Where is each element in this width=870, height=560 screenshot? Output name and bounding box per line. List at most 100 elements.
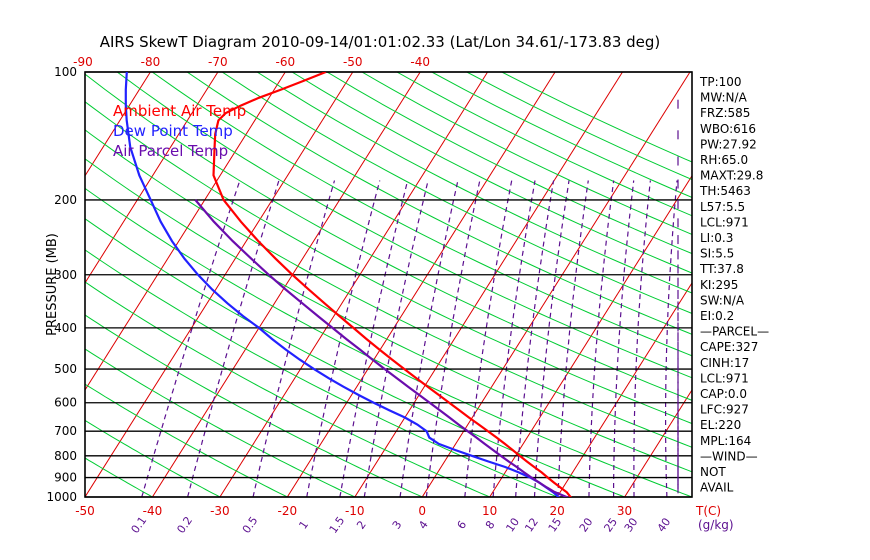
isotherm-line bbox=[85, 72, 219, 284]
bottom-temp-tick-label: 20 bbox=[549, 504, 564, 518]
stat-line-12: TT:37.8 bbox=[699, 262, 744, 276]
mixing-ratio-line bbox=[588, 180, 615, 497]
stat-line-22: EL:220 bbox=[700, 418, 741, 432]
mixing-ratio-tick-label: 8 bbox=[483, 518, 498, 531]
stat-line-7: TH:5463 bbox=[699, 184, 751, 198]
dry-adiabat-line bbox=[85, 457, 153, 497]
mixing-ratio-line bbox=[665, 180, 678, 497]
stat-line-10: LI:0.3 bbox=[700, 231, 733, 245]
isotherm-line bbox=[759, 72, 870, 497]
dry-adiabat-line bbox=[85, 218, 625, 497]
legend-item-2: Air Parcel Temp bbox=[113, 142, 228, 160]
mixing-ratio-line bbox=[613, 180, 635, 497]
stat-line-6: MAXT:29.8 bbox=[700, 169, 763, 183]
dry-adiabat-line bbox=[85, 419, 221, 497]
stat-line-1: MW:N/A bbox=[700, 91, 748, 105]
series-curve-dew-point-temp bbox=[124, 72, 561, 497]
stat-line-20: CAP:0.0 bbox=[700, 387, 747, 401]
dry-adiabat-line bbox=[85, 314, 423, 497]
isotherm-line bbox=[624, 389, 692, 497]
bottom-temp-tick-label: -40 bbox=[143, 504, 163, 518]
series-curve-ambient-air-temp bbox=[212, 72, 573, 497]
stat-line-23: MPL:164 bbox=[700, 434, 751, 448]
pressure-tick-label: 100 bbox=[54, 65, 77, 79]
mixing-ratio-tick-label: 4 bbox=[416, 518, 431, 531]
dry-adiabat-line bbox=[501, 72, 692, 163]
top-temp-tick-label: -70 bbox=[208, 55, 228, 69]
pressure-tick-label: 300 bbox=[54, 268, 77, 282]
pressure-tick-label: 500 bbox=[54, 362, 77, 376]
mixing-ratio-tick-label: 40 bbox=[655, 516, 674, 535]
bottom-temp-tick-label: -30 bbox=[210, 504, 230, 518]
stat-line-24: —WIND— bbox=[700, 449, 758, 463]
mixing-ratio-line bbox=[141, 180, 241, 497]
pressure-tick-label: 900 bbox=[54, 471, 77, 485]
pressure-axis-label: PRESSURE (MB) bbox=[45, 233, 60, 336]
isotherm-line bbox=[85, 72, 151, 177]
stat-line-0: TP:100 bbox=[699, 75, 742, 89]
pressure-tick-label: 200 bbox=[54, 193, 77, 207]
stat-line-5: RH:65.0 bbox=[700, 153, 748, 167]
pressure-tick-label: 800 bbox=[54, 449, 77, 463]
mixing-ratio-axis-label: (g/kg) bbox=[698, 518, 734, 532]
mixing-ratio-tick-label: 2 bbox=[354, 518, 369, 531]
bottom-temp-tick-label: -20 bbox=[278, 504, 298, 518]
mixing-ratio-line bbox=[187, 180, 280, 497]
dry-adiabat-line bbox=[466, 72, 692, 181]
dry-adiabat-line bbox=[85, 249, 558, 497]
stat-line-11: SI:5.5 bbox=[700, 247, 734, 261]
stat-line-16: —PARCEL— bbox=[700, 325, 769, 339]
isotherm-line bbox=[85, 72, 354, 497]
isotherm-line bbox=[85, 72, 286, 391]
stat-line-9: LCL:971 bbox=[700, 215, 749, 229]
mixing-ratio-tick-label: 1 bbox=[296, 518, 311, 531]
mixing-ratio-tick-label: 6 bbox=[455, 518, 470, 531]
mixing-ratio-line bbox=[339, 180, 409, 497]
plot-frame bbox=[84, 71, 693, 498]
bottom-temp-tick-label: 0 bbox=[418, 504, 426, 518]
dry-adiabat-line bbox=[116, 72, 692, 379]
legend-item-0: Ambient Air Temp bbox=[113, 102, 246, 120]
stat-line-13: KI:295 bbox=[700, 278, 738, 292]
dry-adiabat-line bbox=[431, 72, 692, 198]
mixing-ratio-tick-label: 3 bbox=[390, 518, 405, 531]
stat-line-15: EI:0.2 bbox=[700, 309, 734, 323]
dry-adiabat-line bbox=[85, 281, 490, 497]
dry-adiabat-line bbox=[186, 72, 692, 335]
dry-adiabat-line bbox=[85, 129, 692, 448]
dry-adiabat-line bbox=[85, 73, 692, 401]
mixing-ratio-tick-label: 15 bbox=[546, 516, 565, 535]
dry-adiabat-line bbox=[291, 72, 692, 274]
bottom-temp-tick-label: -50 bbox=[75, 504, 95, 518]
pressure-tick-label: 700 bbox=[54, 424, 77, 438]
top-temp-tick-label: -80 bbox=[141, 55, 161, 69]
dry-adiabat-line bbox=[85, 383, 288, 497]
stat-line-4: PW:27.92 bbox=[700, 137, 757, 151]
dry-adiabat-line bbox=[85, 187, 692, 497]
mixing-ratio-tick-label: 12 bbox=[522, 516, 541, 535]
dry-adiabat-line bbox=[326, 72, 692, 255]
dry-adiabat-line bbox=[85, 101, 692, 425]
stat-line-14: SW:N/A bbox=[700, 293, 745, 307]
stat-line-17: CAPE:327 bbox=[700, 340, 758, 354]
mixing-ratio-line bbox=[306, 180, 381, 497]
page-title: AIRS SkewT Diagram 2010-09-14/01:01:02.3… bbox=[99, 33, 661, 51]
bottom-temp-tick-label: 10 bbox=[482, 504, 497, 518]
dry-adiabat-line bbox=[85, 348, 356, 497]
top-temp-tick-label: -90 bbox=[73, 55, 93, 69]
mixing-ratio-line bbox=[533, 180, 570, 497]
dry-adiabat-line bbox=[256, 72, 692, 294]
mixing-ratio-tick-label: 30 bbox=[622, 516, 641, 535]
mixing-ratio-line bbox=[425, 180, 481, 497]
top-temp-tick-label: -60 bbox=[276, 55, 296, 69]
stat-line-25: NOT bbox=[700, 465, 726, 479]
pressure-tick-label: 600 bbox=[54, 396, 77, 410]
mixing-ratio-tick-label: 25 bbox=[601, 516, 620, 535]
mixing-ratio-tick-label: 10 bbox=[503, 516, 522, 535]
mixing-ratio-line bbox=[633, 180, 651, 497]
stat-line-18: CINH:17 bbox=[700, 356, 749, 370]
dry-adiabat-line bbox=[85, 158, 692, 473]
mixing-ratio-line bbox=[515, 180, 555, 497]
mixing-ratio-line bbox=[399, 180, 459, 497]
